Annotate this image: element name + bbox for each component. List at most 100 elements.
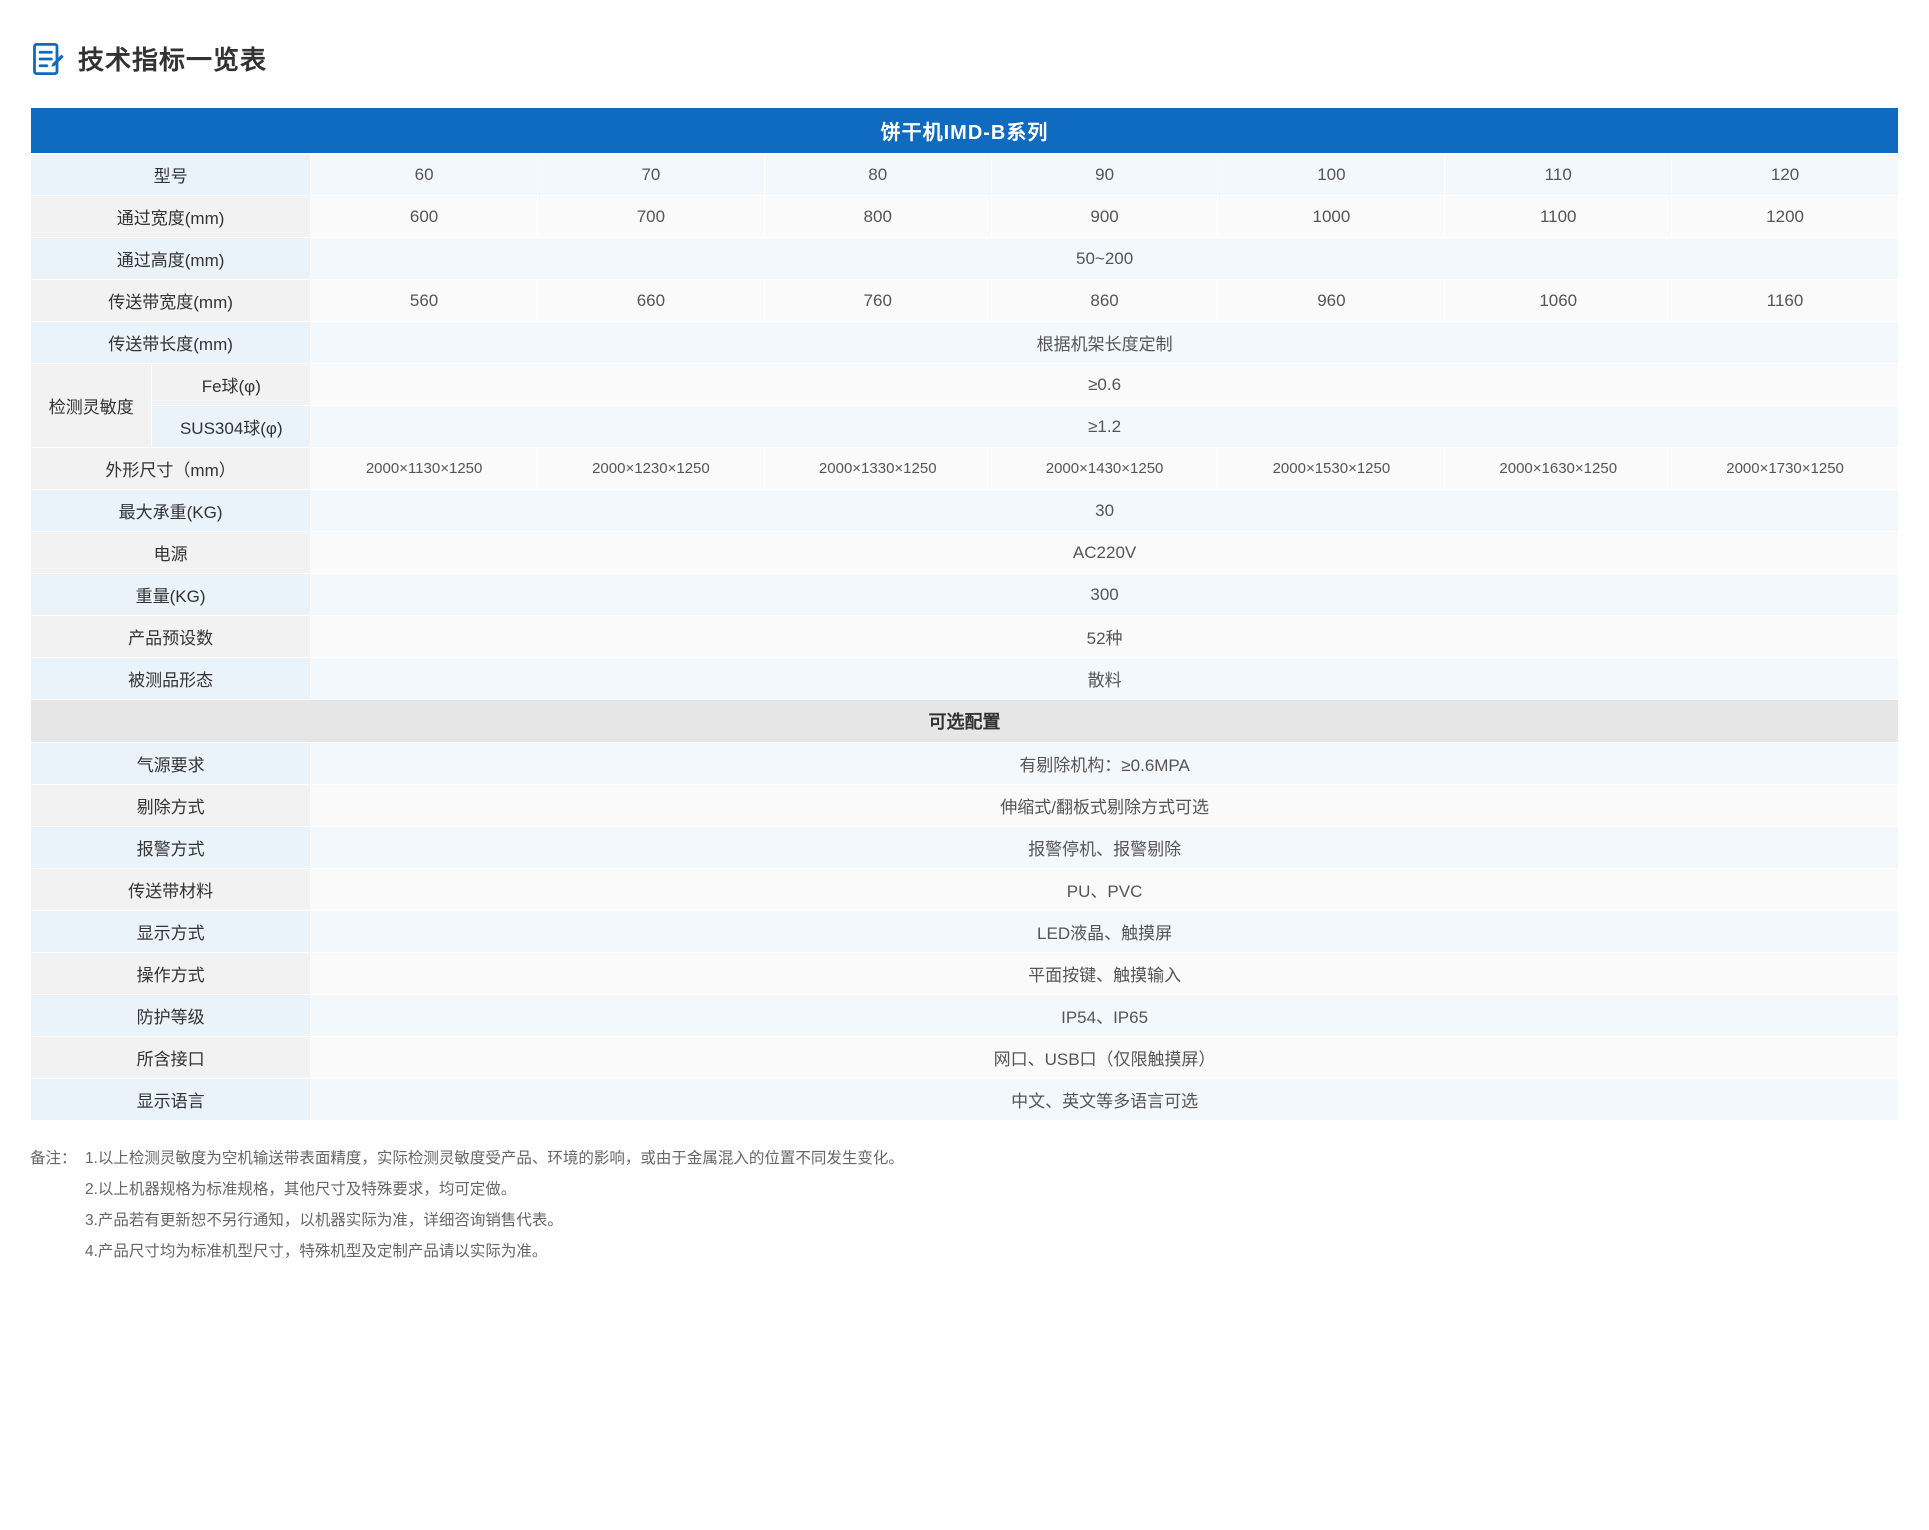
cell: ≥0.6	[311, 364, 1899, 406]
cell: 1100	[1445, 196, 1672, 238]
row-sus: SUS304球(φ) ≥1.2	[31, 406, 1899, 448]
label-operate: 操作方式	[31, 953, 311, 995]
opt-header: 可选配置	[31, 700, 1899, 743]
row-beltwidth: 传送带宽度(mm) 560 660 760 860 960 1060 1160	[31, 280, 1899, 322]
cell: 760	[764, 280, 991, 322]
notes-head: 备注：	[30, 1143, 85, 1174]
row-lang: 显示语言 中文、英文等多语言可选	[31, 1079, 1899, 1121]
cell: 2000×1530×1250	[1218, 448, 1445, 490]
label-alarm: 报警方式	[31, 827, 311, 869]
cell: 30	[311, 490, 1899, 532]
cell: 600	[311, 196, 538, 238]
cell: 52种	[311, 616, 1899, 658]
row-maxload: 最大承重(KG) 30	[31, 490, 1899, 532]
row-model: 型号 60 70 80 90 100 110 120	[31, 154, 1899, 196]
cell: 50~200	[311, 238, 1899, 280]
cell: IP54、IP65	[311, 995, 1899, 1037]
cell: 2000×1730×1250	[1672, 448, 1899, 490]
label-lang: 显示语言	[31, 1079, 311, 1121]
page-title: 技术指标一览表	[78, 40, 267, 77]
cell: 2000×1230×1250	[538, 448, 765, 490]
cell: 90	[991, 154, 1218, 196]
label-beltmat: 传送带材料	[31, 869, 311, 911]
cell: ≥1.2	[311, 406, 1899, 448]
title-bar: 技术指标一览表	[30, 40, 1899, 77]
table-header: 饼干机IMD-B系列	[31, 108, 1899, 154]
note-line: 4.产品尺寸均为标准机型尺寸，特殊机型及定制产品请以实际为准。	[85, 1243, 547, 1260]
note-line: 3.产品若有更新恕不另行通知，以机器实际为准，详细咨询销售代表。	[85, 1212, 563, 1229]
label-power: 电源	[31, 532, 311, 574]
label-maxload: 最大承重(KG)	[31, 490, 311, 532]
cell: 60	[311, 154, 538, 196]
label-fe: Fe球(φ)	[152, 364, 311, 406]
cell: 2000×1330×1250	[764, 448, 991, 490]
cell: 300	[311, 574, 1899, 616]
row-power: 电源 AC220V	[31, 532, 1899, 574]
cell: 1160	[1672, 280, 1899, 322]
cell: 120	[1672, 154, 1899, 196]
label-outline: 外形尺寸（mm）	[31, 448, 311, 490]
label-beltlength: 传送带长度(mm)	[31, 322, 311, 364]
cell: PU、PVC	[311, 869, 1899, 911]
row-presets: 产品预设数 52种	[31, 616, 1899, 658]
row-beltmat: 传送带材料 PU、PVC	[31, 869, 1899, 911]
cell: 70	[538, 154, 765, 196]
cell: 中文、英文等多语言可选	[311, 1079, 1899, 1121]
row-fe: 检测灵敏度 Fe球(φ) ≥0.6	[31, 364, 1899, 406]
cell: 800	[764, 196, 991, 238]
cell: 2000×1130×1250	[311, 448, 538, 490]
notes: 备注：1.以上检测灵敏度为空机输送带表面精度，实际检测灵敏度受产品、环境的影响，…	[30, 1143, 1899, 1267]
cell: 伸缩式/翻板式剔除方式可选	[311, 785, 1899, 827]
document-edit-icon	[30, 41, 66, 77]
cell: 860	[991, 280, 1218, 322]
label-form: 被测品形态	[31, 658, 311, 700]
cell: 80	[764, 154, 991, 196]
cell: 900	[991, 196, 1218, 238]
row-display: 显示方式 LED液晶、触摸屏	[31, 911, 1899, 953]
cell: 660	[538, 280, 765, 322]
cell: 平面按键、触摸输入	[311, 953, 1899, 995]
row-passheight: 通过高度(mm) 50~200	[31, 238, 1899, 280]
row-ip: 防护等级 IP54、IP65	[31, 995, 1899, 1037]
cell: 散料	[311, 658, 1899, 700]
row-ports: 所含接口 网口、USB口（仅限触摸屏）	[31, 1037, 1899, 1079]
row-weight: 重量(KG) 300	[31, 574, 1899, 616]
row-operate: 操作方式 平面按键、触摸输入	[31, 953, 1899, 995]
label-beltwidth: 传送带宽度(mm)	[31, 280, 311, 322]
cell: 网口、USB口（仅限触摸屏）	[311, 1037, 1899, 1079]
label-air: 气源要求	[31, 743, 311, 785]
note-line: 1.以上检测灵敏度为空机输送带表面精度，实际检测灵敏度受产品、环境的影响，或由于…	[85, 1150, 904, 1167]
label-passheight: 通过高度(mm)	[31, 238, 311, 280]
cell: AC220V	[311, 532, 1899, 574]
row-outline: 外形尺寸（mm） 2000×1130×1250 2000×1230×1250 2…	[31, 448, 1899, 490]
row-air: 气源要求 有剔除机构：≥0.6MPA	[31, 743, 1899, 785]
cell: 有剔除机构：≥0.6MPA	[311, 743, 1899, 785]
label-presets: 产品预设数	[31, 616, 311, 658]
label-sens: 检测灵敏度	[31, 364, 152, 448]
label-weight: 重量(KG)	[31, 574, 311, 616]
row-beltlength: 传送带长度(mm) 根据机架长度定制	[31, 322, 1899, 364]
label-passwidth: 通过宽度(mm)	[31, 196, 311, 238]
row-passwidth: 通过宽度(mm) 600 700 800 900 1000 1100 1200	[31, 196, 1899, 238]
note-line: 2.以上机器规格为标准规格，其他尺寸及特殊要求，均可定做。	[85, 1181, 516, 1198]
label-display: 显示方式	[31, 911, 311, 953]
cell: 700	[538, 196, 765, 238]
cell: 110	[1445, 154, 1672, 196]
cell: 100	[1218, 154, 1445, 196]
cell: 2000×1430×1250	[991, 448, 1218, 490]
label-model: 型号	[31, 154, 311, 196]
spec-table: 饼干机IMD-B系列 型号 60 70 80 90 100 110 120 通过…	[30, 107, 1899, 1121]
row-alarm: 报警方式 报警停机、报警剔除	[31, 827, 1899, 869]
label-reject: 剔除方式	[31, 785, 311, 827]
cell: 报警停机、报警剔除	[311, 827, 1899, 869]
cell: 1000	[1218, 196, 1445, 238]
cell: 1200	[1672, 196, 1899, 238]
cell: 1060	[1445, 280, 1672, 322]
label-sus: SUS304球(φ)	[152, 406, 311, 448]
cell: 根据机架长度定制	[311, 322, 1899, 364]
label-ip: 防护等级	[31, 995, 311, 1037]
label-ports: 所含接口	[31, 1037, 311, 1079]
row-reject: 剔除方式 伸缩式/翻板式剔除方式可选	[31, 785, 1899, 827]
cell: 560	[311, 280, 538, 322]
cell: LED液晶、触摸屏	[311, 911, 1899, 953]
